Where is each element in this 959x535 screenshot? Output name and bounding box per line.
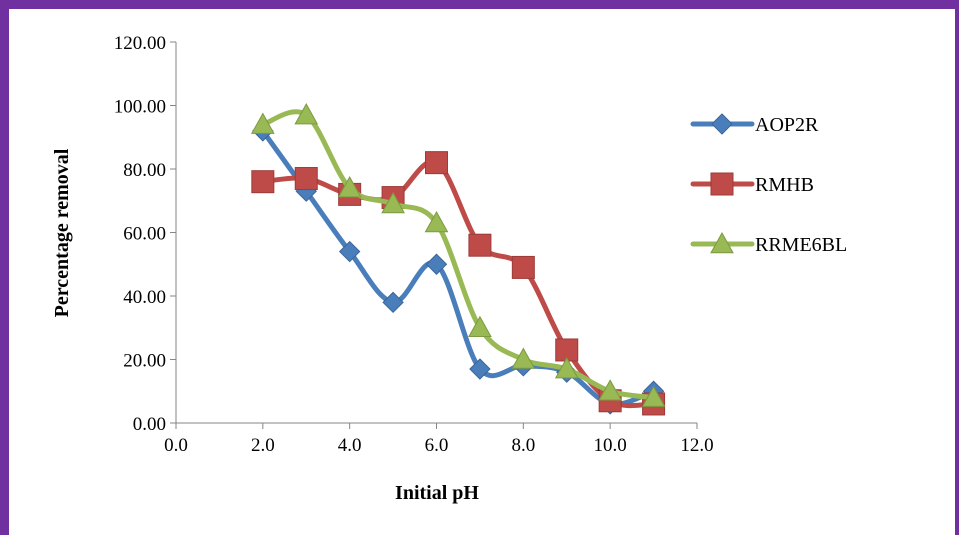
x-tick-label: 6.0: [425, 435, 449, 456]
data-point: [469, 317, 491, 337]
y-tick-label: 20.00: [123, 351, 166, 372]
series-line: [263, 162, 654, 406]
legend-label: RRME6BL: [755, 234, 847, 256]
series-layer: [252, 104, 665, 415]
data-point: [383, 292, 403, 312]
data-point: [252, 171, 274, 193]
data-point: [512, 256, 534, 278]
legend-label: RMHB: [755, 174, 814, 196]
data-point: [426, 152, 448, 174]
x-tick-label: 4.0: [338, 435, 362, 456]
y-tick-label: 80.00: [123, 160, 166, 181]
y-tick-label: 40.00: [123, 287, 166, 308]
data-point: [295, 168, 317, 190]
y-tick-label: 60.00: [123, 224, 166, 245]
y-tick-label: 100.00: [114, 97, 166, 118]
y-tick-label: 0.00: [133, 414, 166, 435]
y-axis-title: Percentage removal: [51, 148, 73, 317]
x-tick-label: 8.0: [511, 435, 535, 456]
legend-entry-aop2r: AOP2R: [693, 114, 819, 136]
legend-marker: [711, 173, 733, 195]
legend: AOP2R RMHB RRME6BL: [693, 114, 847, 256]
data-point: [469, 234, 491, 256]
legend-label: AOP2R: [755, 114, 819, 136]
x-tick-label: 10.0: [594, 435, 627, 456]
x-tick-label: 2.0: [251, 435, 275, 456]
x-axis-title: Initial pH: [395, 482, 479, 504]
series-line: [263, 112, 654, 398]
legend-entry-rrme6bl: RRME6BL: [693, 233, 847, 256]
x-tick-label: 0.0: [164, 435, 188, 456]
legend-entry-rmhb: RMHB: [693, 173, 814, 196]
series-rrme6bl: [252, 104, 665, 406]
legend-marker: [712, 114, 732, 134]
y-tick-label: 120.00: [114, 33, 166, 54]
x-tick-label: 12.0: [680, 435, 713, 456]
